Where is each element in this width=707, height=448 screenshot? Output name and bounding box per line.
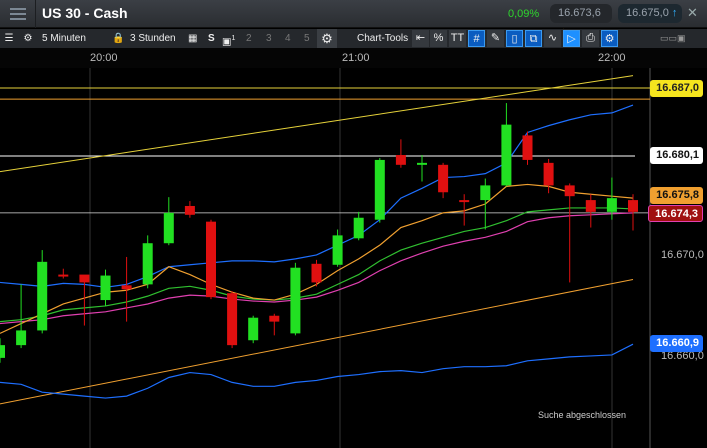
price-tick: 16.660,0 — [661, 350, 704, 362]
time-label-2000: 20:00 — [90, 52, 118, 64]
price-change: 0,09% — [508, 8, 540, 20]
candle-up — [37, 261, 48, 331]
instrument-title: US 30 - Cash — [42, 5, 128, 21]
candle-down — [206, 221, 216, 298]
candle-down — [564, 185, 575, 197]
candle-down — [269, 315, 280, 322]
grid-edit-icon[interactable]: ✎ — [487, 30, 504, 47]
candle-up — [480, 185, 491, 201]
slot-1-label: 1 — [231, 35, 236, 42]
lock-icon[interactable]: 🔒 — [112, 33, 125, 44]
candle-down — [311, 263, 322, 283]
slot-5-button[interactable]: 5 — [304, 33, 310, 44]
print-icon[interactable]: ⎙ — [582, 30, 599, 47]
horizontal-line-label: 16.680,1 — [650, 147, 703, 164]
candle-down — [395, 155, 406, 165]
slot-4-button[interactable]: 4 — [285, 33, 291, 44]
candle-up — [100, 275, 111, 301]
trendline-orange — [0, 278, 634, 405]
upper-band-label: 16.687,0 — [650, 80, 703, 97]
candle-up — [374, 159, 385, 220]
menu-icon[interactable] — [0, 0, 36, 28]
jump-to-start-icon[interactable]: ⇤ — [412, 30, 429, 47]
compare-icon[interactable]: ⧉ — [525, 30, 542, 47]
buy-price: 16.675,0 — [626, 7, 669, 19]
candle-down — [628, 200, 638, 212]
s-button[interactable]: S — [208, 33, 215, 44]
candle-down — [121, 285, 132, 290]
candle-up — [248, 317, 259, 341]
candle-up — [16, 330, 27, 346]
window-size-icons[interactable]: ▭▭▣ — [660, 33, 686, 43]
arrow-up-icon: ↑ — [671, 7, 678, 19]
candle-up — [353, 217, 364, 239]
ma-orange-line — [0, 183, 634, 334]
upper-band-line — [0, 104, 634, 288]
gear-icon[interactable]: ⚙ — [23, 33, 33, 44]
sell-price: 16.673,6 — [558, 7, 601, 19]
candle-down — [79, 274, 90, 283]
slot-2-button[interactable]: 2 — [246, 33, 252, 44]
candle-down — [58, 274, 69, 277]
candle-down — [543, 162, 554, 186]
lower-band-line — [0, 343, 634, 399]
time-label-2100: 21:00 — [342, 52, 370, 64]
candle-down — [227, 293, 238, 346]
grid-icon[interactable]: # — [468, 30, 485, 47]
status-text: Suche abgeschlossen — [538, 410, 627, 420]
time-axis: 20:00 21:00 22:00 — [0, 48, 707, 68]
ma-orange-label: 16.675,8 — [650, 187, 703, 204]
chart-toolbar: ☰ ⚙ 5 Minuten 🔒 3 Stunden ▦ S ▣1 2 3 4 5… — [0, 29, 707, 48]
plot-area — [0, 68, 650, 448]
candle-up — [501, 124, 512, 186]
candle-up — [142, 243, 153, 285]
candle-up — [606, 198, 617, 212]
range-select[interactable]: 3 Stunden — [130, 33, 176, 44]
candle-down — [585, 200, 596, 212]
settings-edit-icon[interactable]: ⚙ — [601, 30, 618, 47]
text-tool-button[interactable]: TT — [449, 30, 466, 47]
lower-band-label: 16.660,9 — [650, 335, 703, 352]
candle-down — [184, 205, 195, 215]
candle-down — [438, 164, 449, 193]
close-icon[interactable]: ✕ — [687, 5, 698, 20]
candlestick-icon[interactable]: ▯ — [506, 30, 523, 47]
percent-button[interactable]: % — [430, 30, 447, 47]
interval-select[interactable]: 5 Minuten — [42, 33, 86, 44]
sell-price-button[interactable]: 16.673,6 ▲ — [550, 4, 612, 38]
last-price-label: 16.674,3 — [648, 205, 703, 222]
slot-1-button[interactable]: ▣1 — [222, 35, 236, 48]
calendar-icon[interactable]: ▦ — [188, 33, 198, 44]
candle-up — [417, 162, 427, 165]
ma-green-line — [0, 207, 634, 323]
title-bar: US 30 - Cash 0,09% 16.673,6 ▲ 16.675,0 ↑… — [0, 0, 707, 38]
candle-up — [0, 345, 5, 358]
ohlc-icon[interactable]: ∿ — [544, 30, 561, 47]
buy-price-button[interactable]: 16.675,0 ↑ — [618, 4, 682, 23]
ma-pink-line — [0, 212, 634, 325]
candle-up — [290, 267, 301, 334]
list-icon[interactable]: ☰ — [4, 33, 14, 44]
settings-gear-icon[interactable]: ⚙ — [317, 29, 337, 48]
candle-up — [163, 212, 174, 244]
price-tick: 16.670,0 — [661, 249, 704, 261]
time-label-2200: 22:00 — [598, 52, 626, 64]
candle-up — [332, 235, 343, 265]
price-tag-icon[interactable]: ▷ — [563, 30, 580, 47]
slot-3-button[interactable]: 3 — [266, 33, 272, 44]
candle-down — [459, 200, 470, 203]
candle-down — [522, 135, 533, 160]
trendline-yellow — [0, 75, 634, 173]
chart-tools-label: Chart-Tools — [357, 33, 409, 44]
